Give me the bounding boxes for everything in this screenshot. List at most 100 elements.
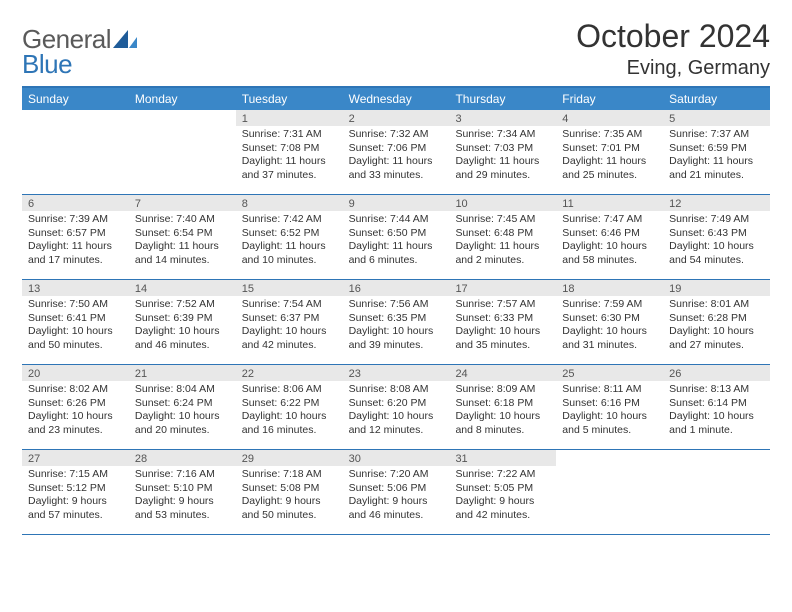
daylight-text: Daylight: 11 hours and 17 minutes. <box>28 240 123 267</box>
day-cell: 31Sunrise: 7:22 AMSunset: 5:05 PMDayligh… <box>449 450 556 534</box>
day-number: 22 <box>236 365 343 381</box>
brand-logo: General Blue <box>22 18 139 80</box>
day-number: 24 <box>449 365 556 381</box>
daylight-text: Daylight: 10 hours and 20 minutes. <box>135 410 230 437</box>
sunset-text: Sunset: 5:08 PM <box>242 482 337 496</box>
week-row: 6Sunrise: 7:39 AMSunset: 6:57 PMDaylight… <box>22 195 770 280</box>
day-cell: 30Sunrise: 7:20 AMSunset: 5:06 PMDayligh… <box>343 450 450 534</box>
sunrise-text: Sunrise: 8:08 AM <box>349 383 444 397</box>
sunset-text: Sunset: 6:20 PM <box>349 397 444 411</box>
sunrise-text: Sunrise: 8:01 AM <box>669 298 764 312</box>
day-cell: 25Sunrise: 8:11 AMSunset: 6:16 PMDayligh… <box>556 365 663 449</box>
sunset-text: Sunset: 6:52 PM <box>242 227 337 241</box>
day-number <box>129 110 236 126</box>
day-cell: 11Sunrise: 7:47 AMSunset: 6:46 PMDayligh… <box>556 195 663 279</box>
daylight-text: Daylight: 10 hours and 35 minutes. <box>455 325 550 352</box>
day-body: Sunrise: 7:15 AMSunset: 5:12 PMDaylight:… <box>22 466 129 527</box>
dow-friday: Friday <box>556 88 663 110</box>
header: General Blue October 2024 Eving, Germany <box>22 18 770 80</box>
day-cell: 12Sunrise: 7:49 AMSunset: 6:43 PMDayligh… <box>663 195 770 279</box>
day-cell: 17Sunrise: 7:57 AMSunset: 6:33 PMDayligh… <box>449 280 556 364</box>
day-number: 25 <box>556 365 663 381</box>
sunrise-text: Sunrise: 7:59 AM <box>562 298 657 312</box>
day-number: 9 <box>343 195 450 211</box>
day-body: Sunrise: 7:16 AMSunset: 5:10 PMDaylight:… <box>129 466 236 527</box>
day-body: Sunrise: 7:57 AMSunset: 6:33 PMDaylight:… <box>449 296 556 357</box>
day-number: 4 <box>556 110 663 126</box>
day-cell: 6Sunrise: 7:39 AMSunset: 6:57 PMDaylight… <box>22 195 129 279</box>
day-cell <box>663 450 770 534</box>
sunrise-text: Sunrise: 7:45 AM <box>455 213 550 227</box>
daylight-text: Daylight: 10 hours and 58 minutes. <box>562 240 657 267</box>
day-cell: 16Sunrise: 7:56 AMSunset: 6:35 PMDayligh… <box>343 280 450 364</box>
day-number: 29 <box>236 450 343 466</box>
sunrise-text: Sunrise: 8:09 AM <box>455 383 550 397</box>
day-body: Sunrise: 8:13 AMSunset: 6:14 PMDaylight:… <box>663 381 770 442</box>
daylight-text: Daylight: 11 hours and 6 minutes. <box>349 240 444 267</box>
day-body <box>663 466 770 472</box>
day-cell: 28Sunrise: 7:16 AMSunset: 5:10 PMDayligh… <box>129 450 236 534</box>
day-body: Sunrise: 7:47 AMSunset: 6:46 PMDaylight:… <box>556 211 663 272</box>
sunset-text: Sunset: 7:03 PM <box>455 142 550 156</box>
day-number: 18 <box>556 280 663 296</box>
daylight-text: Daylight: 11 hours and 29 minutes. <box>455 155 550 182</box>
sunrise-text: Sunrise: 7:44 AM <box>349 213 444 227</box>
daylight-text: Daylight: 9 hours and 42 minutes. <box>455 495 550 522</box>
day-body: Sunrise: 7:31 AMSunset: 7:08 PMDaylight:… <box>236 126 343 187</box>
sunrise-text: Sunrise: 7:35 AM <box>562 128 657 142</box>
day-body: Sunrise: 7:50 AMSunset: 6:41 PMDaylight:… <box>22 296 129 357</box>
week-row: 20Sunrise: 8:02 AMSunset: 6:26 PMDayligh… <box>22 365 770 450</box>
day-cell: 5Sunrise: 7:37 AMSunset: 6:59 PMDaylight… <box>663 110 770 194</box>
sunset-text: Sunset: 7:01 PM <box>562 142 657 156</box>
day-cell: 15Sunrise: 7:54 AMSunset: 6:37 PMDayligh… <box>236 280 343 364</box>
sunset-text: Sunset: 7:06 PM <box>349 142 444 156</box>
week-row: 13Sunrise: 7:50 AMSunset: 6:41 PMDayligh… <box>22 280 770 365</box>
day-number: 17 <box>449 280 556 296</box>
daylight-text: Daylight: 10 hours and 46 minutes. <box>135 325 230 352</box>
day-number: 16 <box>343 280 450 296</box>
day-body: Sunrise: 7:56 AMSunset: 6:35 PMDaylight:… <box>343 296 450 357</box>
day-number: 23 <box>343 365 450 381</box>
day-body: Sunrise: 8:01 AMSunset: 6:28 PMDaylight:… <box>663 296 770 357</box>
day-body: Sunrise: 8:04 AMSunset: 6:24 PMDaylight:… <box>129 381 236 442</box>
sunrise-text: Sunrise: 7:16 AM <box>135 468 230 482</box>
day-body: Sunrise: 7:52 AMSunset: 6:39 PMDaylight:… <box>129 296 236 357</box>
sunset-text: Sunset: 6:37 PM <box>242 312 337 326</box>
day-body: Sunrise: 7:34 AMSunset: 7:03 PMDaylight:… <box>449 126 556 187</box>
day-body: Sunrise: 7:40 AMSunset: 6:54 PMDaylight:… <box>129 211 236 272</box>
day-body: Sunrise: 7:22 AMSunset: 5:05 PMDaylight:… <box>449 466 556 527</box>
day-number: 8 <box>236 195 343 211</box>
sunset-text: Sunset: 6:43 PM <box>669 227 764 241</box>
sunrise-text: Sunrise: 8:06 AM <box>242 383 337 397</box>
sunrise-text: Sunrise: 7:57 AM <box>455 298 550 312</box>
day-body: Sunrise: 7:54 AMSunset: 6:37 PMDaylight:… <box>236 296 343 357</box>
daylight-text: Daylight: 9 hours and 50 minutes. <box>242 495 337 522</box>
day-body: Sunrise: 7:32 AMSunset: 7:06 PMDaylight:… <box>343 126 450 187</box>
day-number: 11 <box>556 195 663 211</box>
day-body <box>556 466 663 472</box>
day-number: 1 <box>236 110 343 126</box>
calendar: Sunday Monday Tuesday Wednesday Thursday… <box>22 86 770 535</box>
day-body: Sunrise: 7:49 AMSunset: 6:43 PMDaylight:… <box>663 211 770 272</box>
day-number: 14 <box>129 280 236 296</box>
sail-icon <box>113 30 139 55</box>
sunset-text: Sunset: 5:12 PM <box>28 482 123 496</box>
day-number: 31 <box>449 450 556 466</box>
day-cell: 7Sunrise: 7:40 AMSunset: 6:54 PMDaylight… <box>129 195 236 279</box>
sunrise-text: Sunrise: 7:54 AM <box>242 298 337 312</box>
daylight-text: Daylight: 10 hours and 16 minutes. <box>242 410 337 437</box>
day-cell: 3Sunrise: 7:34 AMSunset: 7:03 PMDaylight… <box>449 110 556 194</box>
sunset-text: Sunset: 6:50 PM <box>349 227 444 241</box>
daylight-text: Daylight: 11 hours and 21 minutes. <box>669 155 764 182</box>
day-cell <box>556 450 663 534</box>
daylight-text: Daylight: 10 hours and 1 minute. <box>669 410 764 437</box>
daylight-text: Daylight: 11 hours and 14 minutes. <box>135 240 230 267</box>
daylight-text: Daylight: 9 hours and 46 minutes. <box>349 495 444 522</box>
sunrise-text: Sunrise: 8:11 AM <box>562 383 657 397</box>
sunset-text: Sunset: 6:48 PM <box>455 227 550 241</box>
day-cell: 29Sunrise: 7:18 AMSunset: 5:08 PMDayligh… <box>236 450 343 534</box>
day-number: 21 <box>129 365 236 381</box>
day-cell: 27Sunrise: 7:15 AMSunset: 5:12 PMDayligh… <box>22 450 129 534</box>
day-number: 27 <box>22 450 129 466</box>
dow-tuesday: Tuesday <box>236 88 343 110</box>
